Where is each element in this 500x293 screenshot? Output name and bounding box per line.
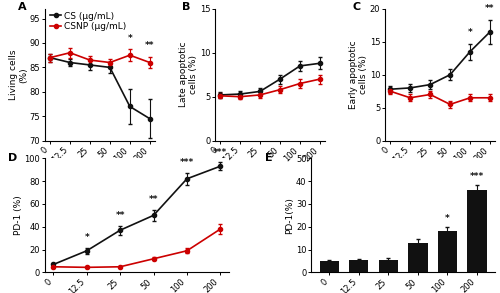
Y-axis label: Living cells
(%): Living cells (%) [8,50,28,100]
Bar [408,243,428,272]
Text: *: * [445,214,450,223]
Text: B: B [182,2,190,12]
Y-axis label: PD-1(%): PD-1(%) [286,197,294,234]
Bar [379,260,398,272]
Text: D: D [8,152,18,163]
Legend: CS (μg/mL), CSNP (μg/mL): CS (μg/mL), CSNP (μg/mL) [50,11,127,32]
Text: *: * [128,34,132,43]
Text: **: ** [116,211,125,220]
Bar [468,190,486,272]
Bar [320,261,339,272]
Y-axis label: Early apoptotic
cells (%): Early apoptotic cells (%) [349,40,368,109]
Text: ***: *** [180,158,194,167]
Text: **: ** [486,4,495,13]
Text: A: A [18,2,26,12]
Text: E: E [266,152,273,163]
Y-axis label: PD-1 (%): PD-1 (%) [14,195,23,235]
Text: ***: *** [213,147,228,156]
Y-axis label: Late apoptotic
cells (%): Late apoptotic cells (%) [179,42,199,108]
Text: **: ** [149,195,158,204]
Bar [349,260,368,272]
Text: **: ** [145,41,154,50]
Text: ***: *** [470,172,484,181]
Text: *: * [84,233,89,242]
Text: C: C [352,2,360,12]
Text: *: * [468,28,472,37]
Bar [438,231,457,272]
